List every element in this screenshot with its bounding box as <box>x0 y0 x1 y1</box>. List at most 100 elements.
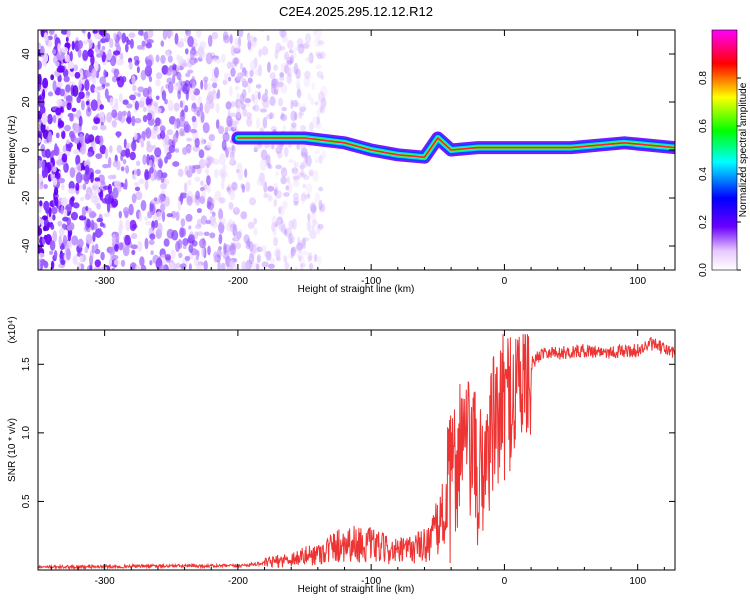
noise-blob <box>254 90 259 99</box>
colorbar-tick-label: 0.4 <box>698 167 709 181</box>
noise-blob <box>229 190 236 201</box>
noise-blob <box>94 177 101 182</box>
noise-blob <box>111 120 118 128</box>
noise-blob <box>286 72 293 84</box>
noise-blob <box>230 67 236 78</box>
noise-blob <box>38 60 42 70</box>
noise-blob <box>230 45 236 56</box>
noise-blob <box>293 175 300 181</box>
noise-blob <box>133 168 137 181</box>
noise-blob <box>172 133 179 143</box>
noise-blob <box>177 199 182 212</box>
colorbar-tick-label: 0.2 <box>698 215 709 229</box>
noise-blob <box>286 56 293 64</box>
noise-blob <box>198 149 205 159</box>
noise-blob <box>292 197 300 204</box>
noise-blob <box>246 112 253 119</box>
noise-blob <box>73 64 79 72</box>
noise-blob <box>147 98 152 106</box>
noise-blob <box>92 30 98 34</box>
noise-blob <box>155 95 160 101</box>
noise-blob <box>142 87 150 98</box>
noise-blob <box>147 210 153 219</box>
noise-blob <box>69 130 75 139</box>
noise-blob <box>317 37 322 48</box>
noise-blob <box>246 238 251 248</box>
noise-blob <box>116 77 120 81</box>
noise-blob <box>278 206 282 214</box>
noise-blob <box>38 215 42 227</box>
noise-blob <box>166 71 172 76</box>
noise-blob <box>289 235 296 244</box>
noise-blob <box>240 183 245 190</box>
noise-blob <box>129 94 136 101</box>
noise-blob <box>288 232 293 245</box>
noise-blob <box>103 69 107 79</box>
y-tick-label: 1.5 <box>21 357 32 371</box>
noise-blob <box>208 134 215 142</box>
noise-blob <box>260 149 268 161</box>
noise-blob <box>182 245 187 250</box>
noise-blob <box>149 159 153 168</box>
noise-blob <box>61 130 66 140</box>
noise-blob <box>147 30 154 39</box>
noise-blob <box>288 58 292 65</box>
noise-blob <box>76 96 81 104</box>
noise-blob <box>215 92 219 100</box>
noise-blob <box>137 240 143 252</box>
noise-blob <box>125 116 132 123</box>
noise-blob <box>184 182 188 193</box>
noise-blob <box>301 151 307 157</box>
noise-blob <box>284 64 289 75</box>
noise-blob <box>228 202 234 210</box>
noise-blob <box>69 167 76 178</box>
noise-blob <box>297 236 301 246</box>
noise-blob <box>90 99 98 111</box>
noise-blob <box>164 196 170 207</box>
noise-blob <box>125 219 131 232</box>
noise-blob <box>87 151 93 158</box>
noise-blob <box>313 206 318 213</box>
noise-blob <box>126 103 133 109</box>
noise-blob <box>275 190 282 199</box>
noise-blob <box>93 266 101 270</box>
noise-blob <box>288 219 294 230</box>
noise-blob <box>261 93 269 103</box>
noise-blob <box>292 99 299 108</box>
noise-blob <box>113 50 121 56</box>
colorbar-tick-label: 0.8 <box>698 71 709 85</box>
noise-blob <box>174 82 181 91</box>
noise-blob <box>152 126 160 134</box>
noise-blob <box>74 137 80 144</box>
noise-blob <box>38 137 42 144</box>
noise-blob <box>187 179 192 186</box>
noise-blob <box>167 55 173 63</box>
colorbar-tick-label: 0.6 <box>698 119 709 133</box>
noise-blob <box>142 106 147 113</box>
noise-blob <box>291 167 299 175</box>
noise-blob <box>314 192 321 204</box>
noise-blob <box>269 96 276 107</box>
noise-blob <box>292 218 297 230</box>
noise-blob <box>278 220 286 232</box>
noise-blob <box>81 206 87 217</box>
noise-blob <box>264 250 272 258</box>
noise-blob <box>200 215 207 225</box>
noise-blob <box>296 242 303 251</box>
noise-blob <box>298 112 303 120</box>
noise-blob <box>269 72 276 80</box>
noise-blob <box>215 58 221 64</box>
noise-blob <box>87 134 95 143</box>
noise-blob <box>308 55 312 62</box>
noise-blob <box>314 149 321 154</box>
noise-blob <box>258 172 265 184</box>
noise-blob <box>176 71 182 81</box>
noise-blob <box>118 210 123 219</box>
noise-blob <box>233 121 236 130</box>
noise-blob <box>154 197 158 202</box>
noise-blob <box>138 211 143 222</box>
noise-blob <box>159 125 166 133</box>
noise-blob <box>106 50 113 61</box>
noise-blob <box>146 140 151 148</box>
noise-blob <box>319 105 324 113</box>
